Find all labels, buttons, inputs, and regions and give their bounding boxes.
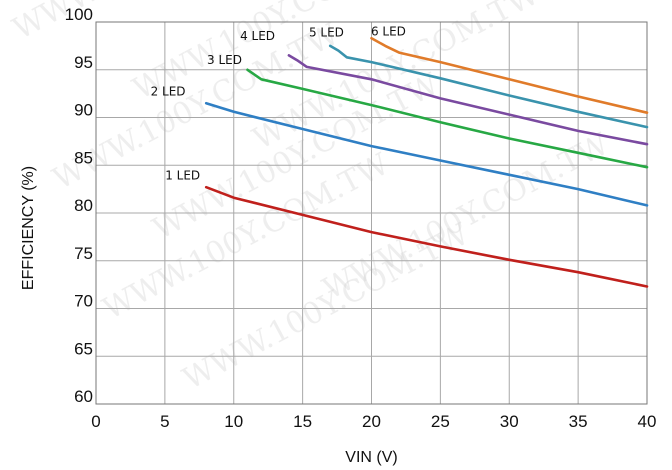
watermark-text: WWW.100Y.COM.TW [317, 127, 615, 307]
y-tick-label: 90 [74, 101, 93, 120]
plot-frame [95, 21, 648, 405]
watermark-layer: WWW.100Y.COM.TWWWW.100Y.COM.TWWWW.100Y.C… [7, 0, 615, 397]
y-tick-label: 70 [74, 292, 93, 311]
y-tick-label: 85 [74, 148, 93, 167]
x-tick-label: 35 [569, 412, 588, 431]
x-tick-label: 15 [293, 412, 312, 431]
series-line [370, 36, 649, 114]
series-layer [204, 36, 649, 288]
y-tick-label: 65 [74, 339, 93, 358]
series-labels: 1 LED 2 LED 3 LED 4 LED 5 LED 6 LED [151, 24, 406, 182]
x-axis-title: VIN (V) [345, 449, 397, 466]
y-axis-ticks: 60 65 70 75 80 85 90 95 100 [65, 5, 93, 406]
series-label: 6 LED [371, 24, 406, 38]
x-tick-label: 30 [500, 412, 519, 431]
x-tick-label: 25 [431, 412, 450, 431]
y-tick-label: 60 [74, 387, 93, 406]
x-tick-label: 40 [638, 412, 657, 431]
x-tick-label: 10 [224, 412, 243, 431]
y-tick-label: 100 [65, 5, 93, 24]
series-line [204, 185, 649, 288]
series-line [287, 54, 649, 146]
series-label: 5 LED [309, 25, 344, 39]
series-line [204, 101, 649, 207]
y-tick-label: 75 [74, 244, 93, 263]
y-axis-title: EFFICIENCY (%) [20, 166, 37, 290]
series-label: 1 LED [165, 169, 200, 183]
x-tick-label: 5 [160, 412, 169, 431]
x-tick-label: 20 [362, 412, 381, 431]
x-axis-ticks: 0 5 10 15 20 25 30 35 40 [91, 412, 656, 431]
series-label: 3 LED [207, 53, 242, 67]
series-line [246, 68, 649, 169]
y-tick-label: 95 [74, 53, 93, 72]
series-label: 2 LED [151, 85, 186, 99]
y-tick-label: 80 [74, 196, 93, 215]
series-line [328, 44, 649, 129]
series-label: 4 LED [240, 29, 275, 43]
x-tick-label: 0 [91, 412, 100, 431]
